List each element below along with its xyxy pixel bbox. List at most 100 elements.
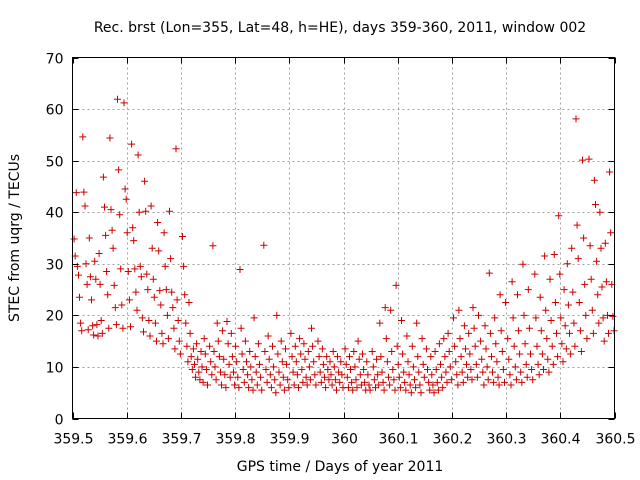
data-point xyxy=(319,360,327,368)
data-point xyxy=(254,340,262,348)
data-point xyxy=(392,281,400,289)
data-point xyxy=(542,306,550,314)
data-point xyxy=(365,381,373,389)
data-point xyxy=(316,368,324,376)
data-point xyxy=(244,371,252,379)
data-point xyxy=(118,301,126,309)
x-tick-label: 359.5 xyxy=(53,432,93,448)
data-point xyxy=(411,376,418,384)
data-point xyxy=(125,296,133,304)
data-point xyxy=(441,353,449,361)
data-point xyxy=(101,203,108,211)
data-point xyxy=(512,376,520,384)
data-point xyxy=(213,319,221,327)
data-point xyxy=(460,322,468,330)
data-point xyxy=(302,373,310,381)
data-point xyxy=(151,319,159,327)
data-point xyxy=(104,291,112,299)
data-point xyxy=(488,353,495,361)
data-point xyxy=(478,355,486,363)
data-point xyxy=(275,368,283,376)
data-point xyxy=(605,329,612,337)
data-point xyxy=(536,293,544,301)
data-point xyxy=(234,373,242,381)
data-point xyxy=(417,389,425,397)
data-point xyxy=(347,366,354,373)
data-point xyxy=(171,345,179,353)
data-point xyxy=(308,324,315,332)
x-axis-label: GPS time / Days of year 2011 xyxy=(237,459,444,475)
data-point xyxy=(413,319,421,327)
data-point xyxy=(494,373,502,381)
data-point xyxy=(249,386,257,394)
data-point xyxy=(185,299,193,306)
data-point xyxy=(386,381,394,389)
data-point xyxy=(445,348,453,355)
data-point xyxy=(158,329,166,337)
data-point xyxy=(459,378,467,386)
data-point xyxy=(589,329,597,337)
x-tick-labels: 359.5 359.6 359.7 359.8 359.9 360 360.1 360.2 36… xyxy=(53,432,635,448)
data-point xyxy=(273,311,281,319)
data-point xyxy=(304,348,312,355)
data-point xyxy=(172,145,180,153)
data-point xyxy=(147,202,155,210)
data-point xyxy=(328,381,336,389)
data-point xyxy=(545,368,553,376)
data-point xyxy=(364,371,372,379)
data-point xyxy=(326,358,334,366)
data-point xyxy=(218,381,225,389)
data-point xyxy=(515,327,523,335)
data-point xyxy=(402,386,410,394)
data-point xyxy=(155,247,163,255)
data-point xyxy=(484,376,492,384)
data-point xyxy=(237,324,245,332)
data-point xyxy=(146,332,154,340)
data-point xyxy=(389,366,397,373)
data-point xyxy=(506,371,514,379)
data-point xyxy=(135,208,143,216)
data-point xyxy=(131,265,139,273)
y-tick-labels: 0 10 20 30 40 50 60 70 xyxy=(46,52,64,429)
data-point xyxy=(318,345,326,353)
data-point xyxy=(377,353,385,361)
data-point xyxy=(285,384,293,392)
data-point xyxy=(231,381,239,389)
data-point xyxy=(599,314,607,322)
data-point xyxy=(356,371,364,379)
data-point xyxy=(548,342,556,350)
data-point xyxy=(230,368,237,376)
chart-title: Rec. brst (Lon=355, Lat=48, h=HE), days … xyxy=(94,20,586,36)
data-point xyxy=(163,311,171,319)
data-point xyxy=(497,327,505,335)
data-point xyxy=(240,378,248,386)
data-point xyxy=(379,378,387,386)
data-point xyxy=(202,366,210,373)
data-point xyxy=(492,340,500,348)
data-point xyxy=(527,350,534,358)
data-point xyxy=(199,378,207,386)
data-point xyxy=(211,363,219,371)
data-point xyxy=(73,262,81,270)
data-point xyxy=(531,270,539,278)
data-point xyxy=(390,376,398,384)
data-point xyxy=(79,133,87,141)
data-point xyxy=(601,239,609,247)
data-point xyxy=(277,337,285,345)
data-point xyxy=(121,185,129,193)
data-point xyxy=(435,340,443,348)
data-point xyxy=(89,322,97,330)
data-point xyxy=(579,156,586,164)
data-point xyxy=(582,311,590,319)
x-tick-label: 359.6 xyxy=(107,432,147,448)
data-point xyxy=(333,386,340,394)
data-point xyxy=(418,335,426,343)
data-point xyxy=(337,358,345,366)
data-point xyxy=(387,306,395,314)
data-point xyxy=(269,342,276,350)
data-point xyxy=(173,296,181,304)
data-point xyxy=(70,235,78,243)
data-point xyxy=(540,366,547,373)
data-point xyxy=(245,384,253,392)
data-point xyxy=(585,155,593,163)
